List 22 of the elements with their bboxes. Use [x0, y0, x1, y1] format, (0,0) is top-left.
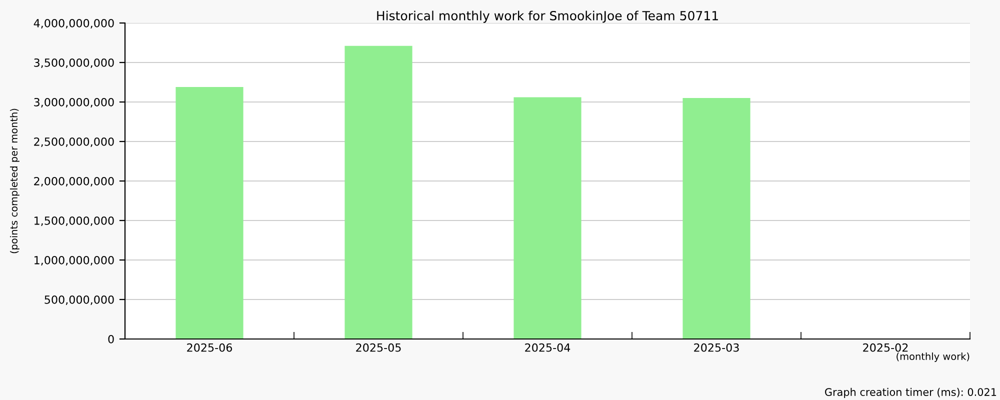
y-tick-label: 1,500,000,000 [34, 216, 114, 226]
y-tick-label: 3,500,000,000 [34, 58, 114, 68]
chart-title: Historical monthly work for SmookinJoe of Team 50711 [377, 10, 718, 23]
bar [682, 98, 750, 339]
x-tick-label: 2025-05 [356, 343, 401, 352]
y-tick-label: 1,000,000,000 [34, 256, 114, 266]
x-axis-title: (monthly work) [896, 352, 970, 362]
y-tick-label: 2,000,000,000 [34, 176, 114, 187]
bar [514, 97, 582, 339]
x-tick-label: 2025-02 [863, 343, 908, 352]
text: Graph creation timer (ms): 0.021 [825, 388, 996, 398]
x-tick-label: 2025-06 [187, 343, 232, 352]
x-tick-label: 2025-03 [694, 343, 739, 352]
x-tick-label: 2025-04 [525, 343, 570, 352]
y-tick-label: 0 [108, 334, 114, 344]
bar [344, 46, 412, 339]
y-tick-label: 4,000,000,000 [34, 18, 114, 29]
y-axis-title: (points completed per month) [10, 108, 20, 254]
bar [176, 86, 244, 339]
y-tick-label: 500,000,000 [44, 295, 114, 306]
y-tick-label: 2,500,000,000 [34, 137, 114, 148]
y-tick-label: 3,000,000,000 [34, 98, 114, 108]
